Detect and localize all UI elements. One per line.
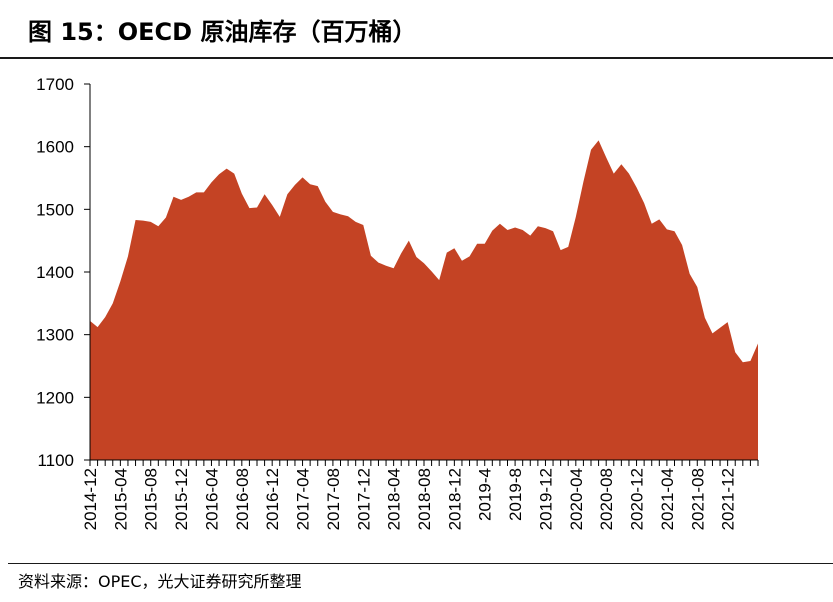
y-tick-label: 1400 <box>36 263 74 282</box>
x-tick-label: 2019-4 <box>476 468 495 521</box>
x-tick-label: 2018-08 <box>415 468 434 530</box>
x-tick-label: 2020-08 <box>597 468 616 530</box>
title-divider <box>0 57 833 59</box>
x-tick-label: 2018-12 <box>445 468 464 530</box>
x-axis: 2014-12 2015-04 2015-08 2015-12 2016-04 2016-… <box>81 459 759 530</box>
y-tick-label: 1500 <box>36 200 74 219</box>
footer-divider <box>8 563 833 564</box>
x-tick-label: 2017-04 <box>294 468 313 530</box>
x-tick-label: 2016-12 <box>263 468 282 530</box>
x-tick-label: 2017-08 <box>324 468 343 530</box>
y-tick-label: 1200 <box>36 388 74 407</box>
x-tick-label: 2021-12 <box>719 468 738 530</box>
x-tick-label: 2021-08 <box>688 468 707 530</box>
inventory-area <box>90 140 758 460</box>
y-tick-label: 1300 <box>36 326 74 345</box>
plot-area <box>90 140 758 460</box>
x-tick-label: 2021-04 <box>658 468 677 530</box>
x-tick-label: 2015-12 <box>172 468 191 530</box>
x-tick-label: 2020-04 <box>567 468 586 530</box>
y-tick-label: 1100 <box>37 451 74 470</box>
y-axis: 1100 1200 1300 1400 1500 1600 1700 <box>36 75 91 470</box>
x-tick-label: 2020-12 <box>628 468 647 530</box>
x-tick-label: 2014-12 <box>81 468 100 530</box>
y-tick-label: 1600 <box>36 138 74 157</box>
source-note: 资料来源：OPEC，光大证券研究所整理 <box>18 572 302 591</box>
x-tick-label: 2019-12 <box>536 468 555 530</box>
x-tick-label: 2015-04 <box>111 468 130 530</box>
x-tick-label: 2016-08 <box>233 468 252 530</box>
y-tick-label: 1700 <box>36 75 74 94</box>
x-tick-label: 2016-04 <box>202 468 221 530</box>
x-tick-label: 2019-8 <box>506 468 525 521</box>
x-tick-label: 2017-12 <box>354 468 373 530</box>
x-tick-label: 2018-04 <box>385 468 404 530</box>
chart-title: 图 15：OECD 原油库存（百万桶） <box>28 18 417 46</box>
x-tick-label: 2015-08 <box>142 468 161 530</box>
